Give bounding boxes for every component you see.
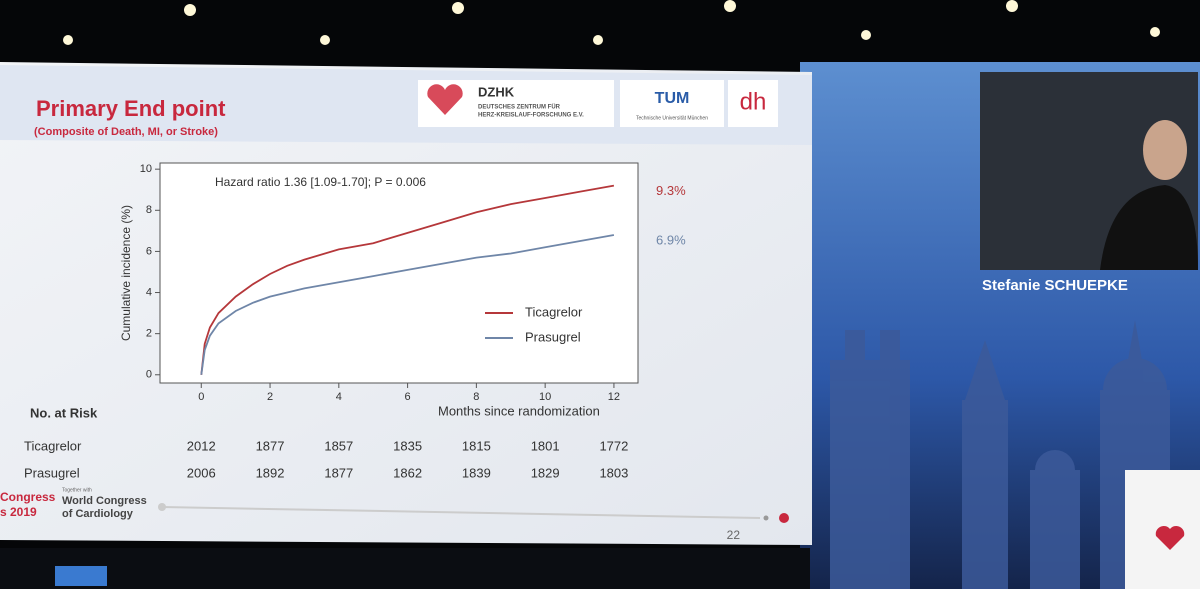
end-label: 9.3% (656, 183, 686, 198)
risk-value: 1857 (324, 438, 353, 453)
heart-logo (427, 84, 463, 115)
skyline (830, 320, 1170, 589)
y-tick-label: 8 (146, 204, 152, 216)
risk-value: 1815 (462, 438, 491, 453)
risk-value: 1877 (256, 438, 285, 453)
end-label: 6.9% (656, 232, 686, 247)
plot-area (159, 162, 639, 384)
logo-tum-box (620, 80, 724, 127)
x-tick-label: 8 (473, 391, 479, 403)
slide-subtitle: (Composite of Death, MI, or Stroke) (34, 126, 218, 138)
speaker-name: Stefanie SCHUEPKE (982, 277, 1128, 294)
speaker-body (1100, 185, 1198, 270)
logo-dzhk-line: DEUTSCHES ZENTRUM FÜR (478, 104, 561, 111)
y-tick-label: 4 (146, 286, 152, 298)
logo-dh-box (728, 80, 778, 127)
risk-value: 1829 (531, 465, 560, 480)
footer-congress: s 2019 (0, 505, 37, 519)
logo-dh: dh (740, 88, 767, 115)
slide-title: Primary End point (36, 96, 226, 121)
logo-tum: TUM (655, 90, 690, 107)
risk-value: 1803 (599, 465, 628, 480)
series-line (200, 234, 615, 375)
x-tick-label: 4 (336, 391, 342, 403)
y-tick-label: 0 (146, 369, 152, 381)
progress-dot (763, 515, 769, 521)
series-line (200, 184, 615, 375)
risk-value: 2006 (187, 465, 216, 480)
risk-value: 1839 (462, 465, 491, 480)
risk-value: 1892 (256, 465, 285, 480)
legend-label: Ticagrelor (525, 304, 583, 319)
risk-value: 1862 (393, 465, 422, 480)
footer-together: Together with (62, 487, 92, 493)
y-tick-label: 10 (140, 163, 152, 175)
lectern-logo (1155, 525, 1185, 550)
logo-dzhk-line: HERZ-KREISLAUF-FORSCHUNG E.V. (478, 113, 584, 119)
y-tick-label: 6 (146, 245, 152, 257)
y-axis-label: Cumulative incidence (%) (119, 205, 133, 341)
logo-tum-sub: Technische Universität München (636, 115, 708, 121)
x-tick-label: 0 (198, 391, 204, 403)
risk-row-name: Ticagrelor (24, 438, 82, 453)
footer-congress: Congress (0, 490, 56, 504)
speaker-face (1143, 120, 1187, 180)
risk-value: 1835 (393, 438, 422, 453)
y-tick-label: 2 (146, 328, 152, 340)
legend-label: Prasugrel (525, 329, 581, 344)
risk-value: 1801 (531, 438, 560, 453)
chart: 0 2 4 6 8 10 0 2 4 6 8 10 12 Months since randomizati… (24, 163, 686, 480)
annotation: Hazard ratio 1.36 [1.09-1.70]; P = 0.006 (215, 175, 426, 189)
page-number: 22 (727, 528, 741, 542)
risk-value: 1772 (599, 438, 628, 453)
risk-value: 1877 (324, 465, 353, 480)
x-axis-label: Months since randomization (438, 403, 600, 418)
x-tick-label: 10 (539, 391, 551, 403)
progress-dot (779, 513, 789, 523)
x-tick-label: 6 (405, 391, 411, 403)
logo-dzhk: DZHK (478, 84, 515, 99)
risk-title: No. at Risk (30, 405, 98, 420)
audience (0, 548, 810, 589)
footer-wcc: World Congress (62, 495, 147, 507)
risk-value: 2012 (187, 438, 216, 453)
footer-wcc: of Cardiology (62, 508, 134, 520)
progress-track (161, 506, 761, 519)
risk-row-name: Prasugrel (24, 465, 80, 480)
stage-lights (63, 0, 1160, 45)
progress-dot (158, 503, 166, 511)
phone-screen (55, 566, 107, 586)
x-tick-label: 12 (608, 391, 620, 403)
x-tick-label: 2 (267, 391, 273, 403)
